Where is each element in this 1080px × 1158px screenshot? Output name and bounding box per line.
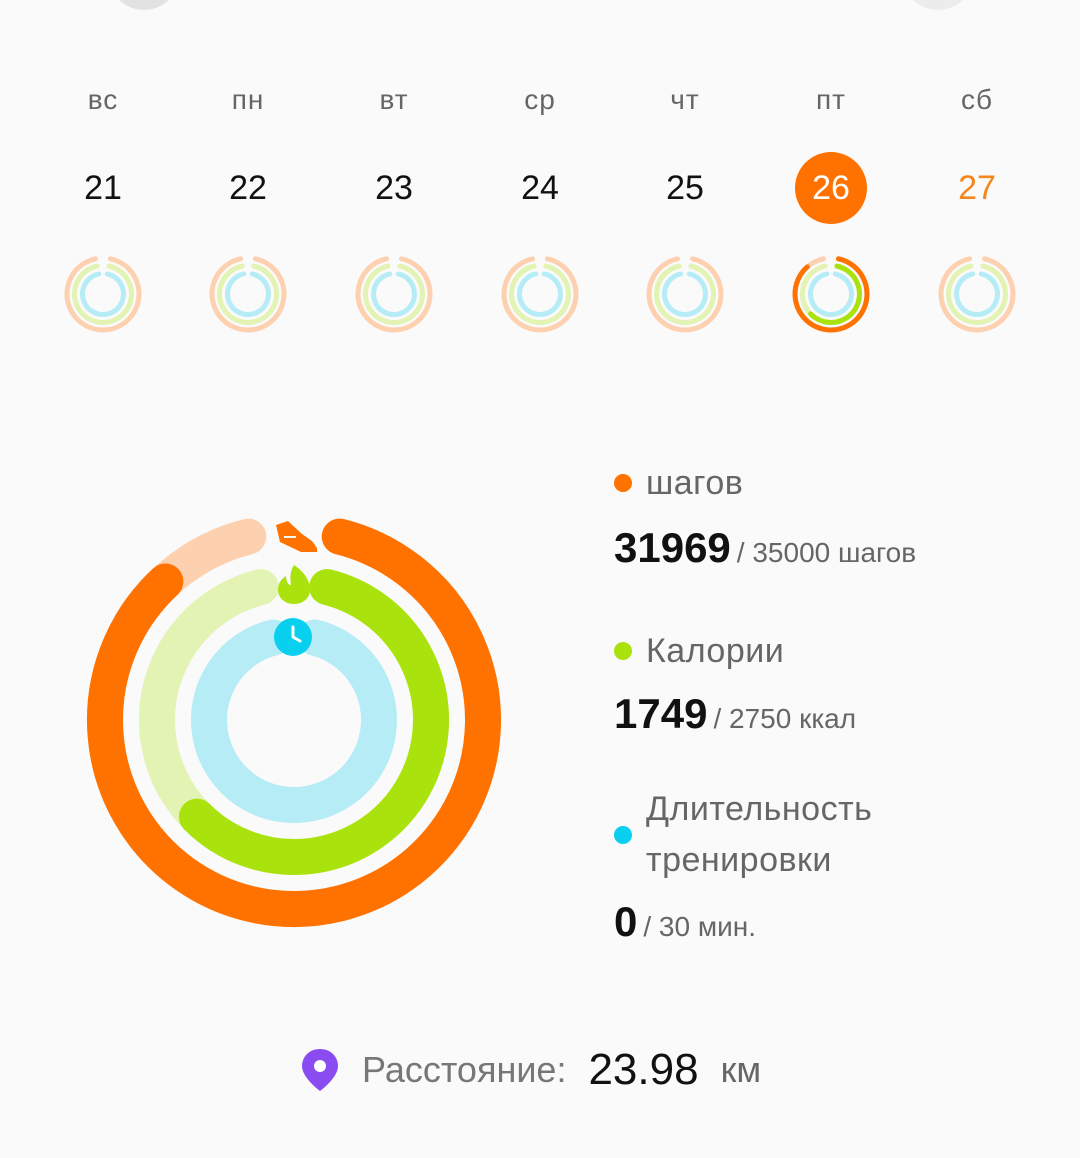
day-activity-ring[interactable] xyxy=(935,252,1019,336)
mini-ring-track xyxy=(80,271,126,317)
day-number-selected[interactable]: 26 xyxy=(795,152,867,224)
day-activity-ring[interactable] xyxy=(789,252,873,336)
day-column[interactable]: ср 24 xyxy=(467,0,613,350)
calories-ring-progress xyxy=(178,569,449,875)
mini-ring-track xyxy=(509,263,571,325)
steps-value-row: 31969/ 35000 шагов xyxy=(614,524,916,572)
mini-ring-track xyxy=(954,271,1000,317)
mini-ring-progress xyxy=(792,256,870,333)
day-number[interactable]: 24 xyxy=(521,169,559,207)
steps-label: шагов xyxy=(646,464,744,502)
mini-ring-track xyxy=(355,256,433,333)
day-name: ср xyxy=(524,84,556,115)
steps-value: 31969 xyxy=(614,524,731,571)
mini-ring-track xyxy=(217,263,279,325)
calories-value-row: 1749/ 2750 ккал xyxy=(614,690,856,738)
clock-icon xyxy=(274,618,312,656)
day-activity-ring[interactable] xyxy=(61,252,145,336)
duration-dot xyxy=(614,826,632,844)
mini-ring-track xyxy=(72,263,134,325)
duration-value: 0 xyxy=(614,898,638,945)
day-name: пт xyxy=(816,84,846,115)
day-activity-ring[interactable] xyxy=(352,252,436,336)
duration-value-row: 0/ 30 мин. xyxy=(614,898,756,946)
steps-goal: / 35000 шагов xyxy=(736,537,917,568)
calories-dot xyxy=(614,642,632,660)
day-number[interactable]: 27 xyxy=(958,169,996,207)
day-column[interactable]: вс 21 xyxy=(30,0,176,350)
day-number[interactable]: 21 xyxy=(84,169,122,207)
day-column[interactable]: пн 22 xyxy=(175,0,321,350)
week-calendar: вс 21 пн 22 вт 23 ср 24 чт 25 пт 26 сб 2… xyxy=(30,0,1050,350)
day-number[interactable]: 25 xyxy=(666,169,704,207)
distance-label: Расстояние: xyxy=(362,1049,567,1090)
shoe-icon xyxy=(276,521,317,552)
day-column[interactable]: чт 25 xyxy=(612,0,758,350)
steps-dot xyxy=(614,474,632,492)
day-column[interactable]: сб 27 xyxy=(904,0,1050,350)
day-activity-ring[interactable] xyxy=(498,252,582,336)
day-column[interactable]: вт 23 xyxy=(321,0,467,350)
next-period-button[interactable] xyxy=(902,0,974,10)
mini-ring-track xyxy=(646,256,724,333)
day-name: вс xyxy=(87,84,119,115)
mini-ring-track xyxy=(938,256,1016,333)
duration-label-line1: Длительность xyxy=(646,790,873,828)
mini-ring-track xyxy=(654,263,716,325)
day-column[interactable]: пт 26 xyxy=(758,0,904,350)
day-name: сб xyxy=(960,84,994,115)
distance-value: 23.98 xyxy=(588,1045,699,1094)
duration-ring-track xyxy=(191,619,397,823)
day-name: чт xyxy=(670,84,700,115)
steps-ring-progress xyxy=(87,518,501,927)
day-activity-ring[interactable] xyxy=(206,252,290,336)
mini-ring-track xyxy=(371,271,417,317)
day-name: пн xyxy=(231,84,265,115)
flame-icon xyxy=(278,565,310,604)
mini-ring-track xyxy=(662,271,708,317)
calories-goal: / 2750 ккал xyxy=(713,703,857,734)
duration-label-line2: тренировки xyxy=(646,841,832,879)
day-number[interactable]: 22 xyxy=(229,169,267,207)
mini-ring-track xyxy=(64,256,142,333)
activity-rings[interactable] xyxy=(84,510,504,930)
calories-value: 1749 xyxy=(614,690,708,737)
mini-ring-track xyxy=(225,271,271,317)
calories-label: Калории xyxy=(646,632,785,670)
day-activity-ring[interactable] xyxy=(643,252,727,336)
location-pin-icon xyxy=(302,1049,338,1091)
mini-ring-track xyxy=(363,263,425,325)
day-number[interactable]: 23 xyxy=(375,169,413,207)
mini-ring-track xyxy=(501,256,579,333)
prev-period-button[interactable] xyxy=(108,0,180,10)
mini-ring-progress xyxy=(808,263,862,325)
mini-ring-track xyxy=(517,271,563,317)
mini-ring-track xyxy=(808,271,854,317)
duration-goal: / 30 мин. xyxy=(643,911,756,942)
distance-unit: км xyxy=(720,1049,762,1090)
distance-row: Расстояние: 23.98 км xyxy=(300,1040,761,1100)
mini-ring-track xyxy=(209,256,287,333)
mini-ring-track xyxy=(946,263,1008,325)
day-name: вт xyxy=(379,84,409,115)
